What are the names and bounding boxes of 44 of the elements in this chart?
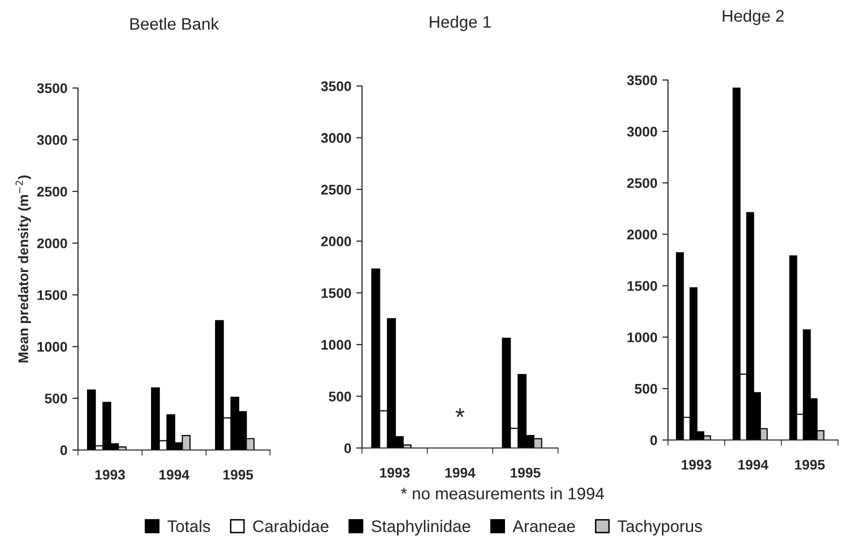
legend-label: Carabidae <box>253 520 328 532</box>
x-tick-label: 1993 <box>682 460 712 470</box>
x-tick-label: 1994 <box>159 470 190 480</box>
y-tick-label: 2500 <box>321 184 352 195</box>
chart-title: Hedge 2 <box>722 10 784 26</box>
y-tick-label: 1500 <box>38 290 68 300</box>
x-tick-label: 1995 <box>510 468 540 478</box>
y-tick-label: 3500 <box>37 83 68 94</box>
x-tick-label: 1995 <box>223 470 254 480</box>
x-tick-label: 1993 <box>380 468 410 478</box>
y-tick-label: 3000 <box>627 126 658 137</box>
chart-title: Hedge 1 <box>430 16 491 32</box>
x-tick-label: 1994 <box>445 468 476 478</box>
y-tick-label: 1000 <box>628 332 658 342</box>
legend-label: Tachyporus <box>618 520 702 536</box>
y-tick-label: 500 <box>44 394 68 404</box>
text: * no measurements in 1994 <box>400 487 604 500</box>
y-tick-label: 0 <box>650 435 658 446</box>
annotation: * <box>456 408 464 418</box>
y-tick-label: 3500 <box>321 81 352 92</box>
y-tick-label: 3500 <box>627 75 658 86</box>
y-tick-label: 1500 <box>628 281 658 291</box>
legend-label: Staphylinidae <box>372 520 470 536</box>
y-tick-label: 2000 <box>627 230 658 240</box>
y-tick-label: 3000 <box>37 135 68 145</box>
y-tick-label: 1000 <box>38 342 68 352</box>
x-tick-label: 1994 <box>738 460 768 470</box>
y-tick-label: 0 <box>344 443 352 454</box>
y-tick-label: 2500 <box>627 178 658 188</box>
y-axis-title: Mean predator density (m$^{−2}$) <box>16 176 31 362</box>
y-tick-label: 2000 <box>37 238 68 248</box>
y-tick-label: 500 <box>328 392 352 402</box>
y-tick-label: 1500 <box>322 288 352 298</box>
x-tick-label: 1993 <box>95 470 125 480</box>
y-tick-label: 500 <box>634 384 658 394</box>
legend-label: Araneae <box>512 520 575 532</box>
legend-label: Totals <box>168 520 210 532</box>
y-tick-label: 2000 <box>321 236 352 246</box>
chart-title: Beetle Bank <box>130 18 219 30</box>
y-tick-label: 0 <box>60 445 68 456</box>
y-tick-label: 1000 <box>322 340 352 350</box>
y-tick-label: 3000 <box>321 133 352 143</box>
y-tick-label: 2500 <box>37 186 68 197</box>
x-tick-label: 1995 <box>795 460 825 470</box>
